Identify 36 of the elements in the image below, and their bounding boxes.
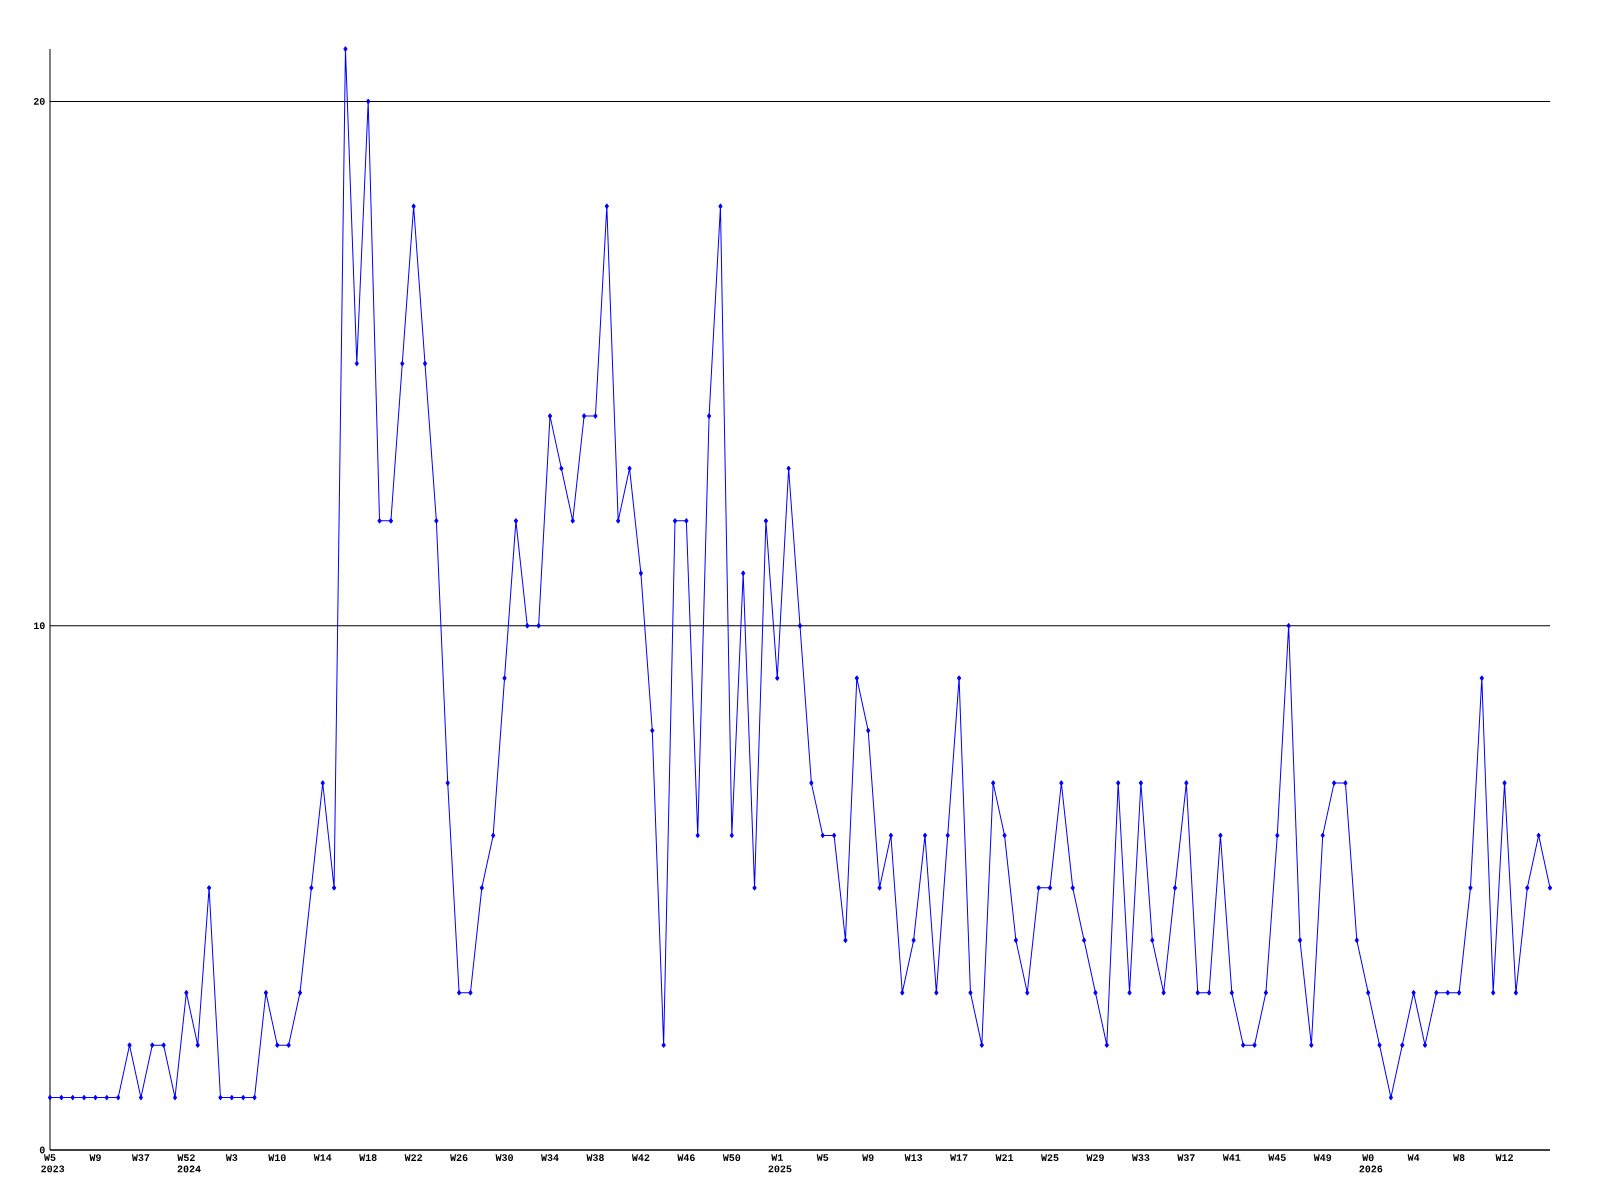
x-tick-label: W33 xyxy=(1131,1154,1150,1162)
x-tick-label: W25 xyxy=(1041,1154,1059,1162)
x-tick-label: W17 xyxy=(950,1154,968,1161)
x-tick-label: W0 2026 xyxy=(1359,1154,1383,1173)
x-tick-label: W45 xyxy=(1268,1154,1286,1161)
x-tick-label: W46 xyxy=(677,1154,695,1162)
x-tick-label: W49 xyxy=(1313,1154,1332,1162)
x-tick-label: W9 xyxy=(862,1154,874,1162)
x-tick-label: W5 2023 xyxy=(41,1154,65,1173)
x-tick-label: W37 xyxy=(1177,1154,1195,1162)
x-tick-label: W21 xyxy=(995,1154,1014,1161)
x-tick-label: W29 xyxy=(1086,1154,1104,1162)
x-tick-label: W4 xyxy=(1407,1154,1420,1161)
x-tick-label: W26 xyxy=(450,1154,468,1162)
x-tick-label: W1 2025 xyxy=(768,1154,792,1173)
x-tick-label: W37 xyxy=(131,1154,150,1162)
x-tick-label: W13 xyxy=(904,1154,923,1162)
x-tick-label: W22 xyxy=(404,1154,423,1161)
x-tick-label: W30 xyxy=(495,1154,513,1162)
x-tick-label: W34 xyxy=(541,1154,559,1162)
x-tick-label: W3 xyxy=(225,1154,238,1162)
x-tick-label: W8 xyxy=(1453,1154,1465,1162)
x-tick-label: W14 xyxy=(313,1154,332,1161)
x-tick-label: W38 xyxy=(586,1154,604,1162)
y-tick-label: 20 xyxy=(33,98,45,105)
x-tick-label: W50 xyxy=(722,1154,741,1162)
x-tick-label: W12 xyxy=(1495,1154,1513,1161)
x-tick-label: W5 xyxy=(816,1154,829,1161)
x-tick-label: W18 xyxy=(359,1154,377,1162)
y-tick-label: 10 xyxy=(33,622,45,630)
x-tick-label: W9 xyxy=(89,1154,101,1162)
x-tick-label: W42 xyxy=(631,1154,650,1161)
x-tick-label: W41 xyxy=(1222,1154,1241,1161)
x-tick-label: W52 2024 xyxy=(177,1154,201,1173)
y-tick-label: 0 xyxy=(39,1146,45,1154)
x-tick-label: W10 xyxy=(268,1154,286,1162)
